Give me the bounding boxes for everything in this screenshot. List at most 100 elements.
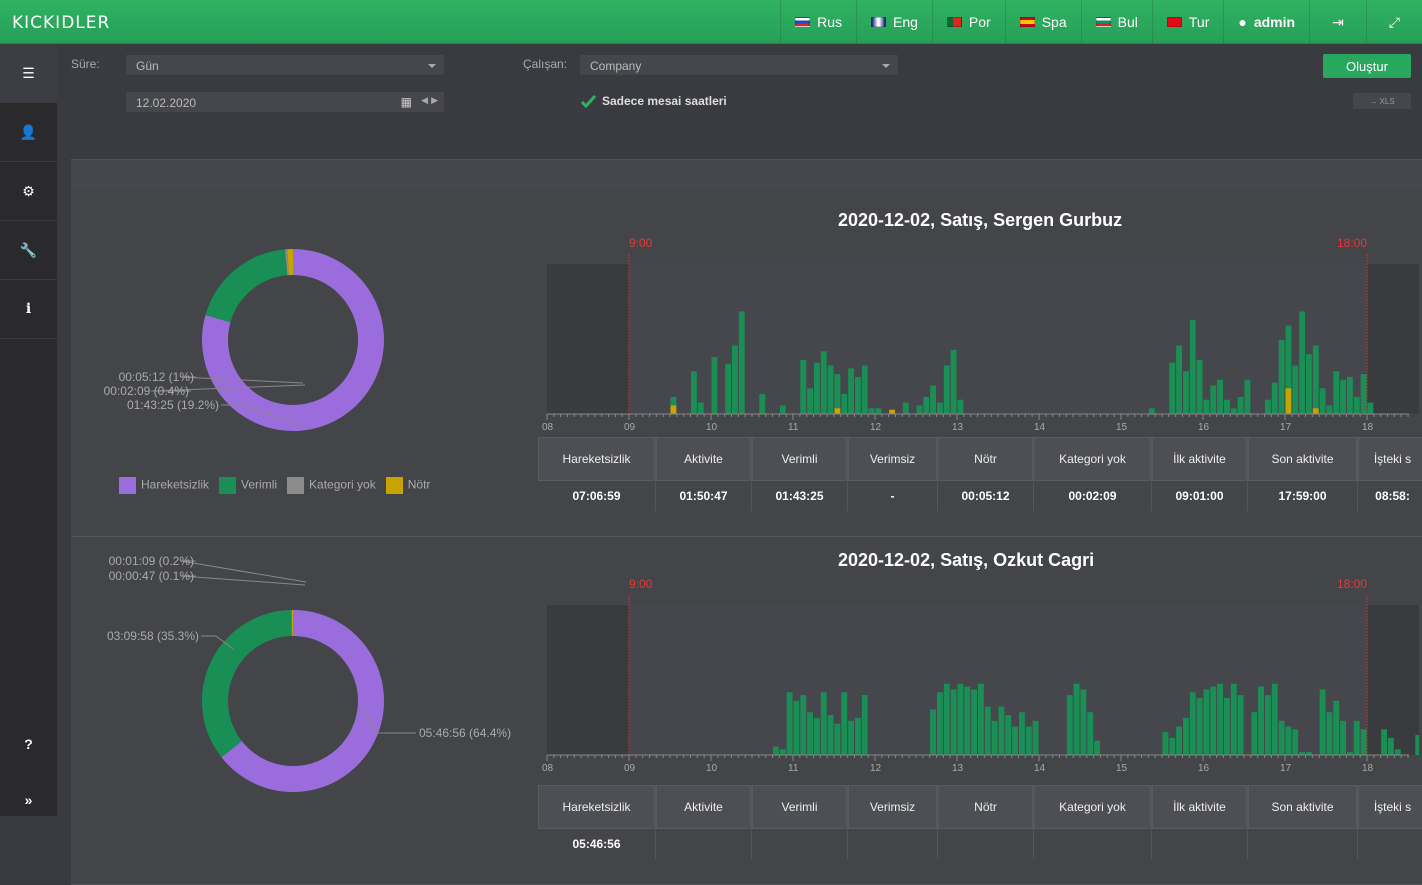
expand-sidebar-button[interactable]: » <box>0 770 57 829</box>
kickidler-logo[interactable]: KICKIDLER <box>12 13 110 33</box>
activity-bar[interactable] <box>1265 400 1271 414</box>
activity-bar[interactable] <box>828 715 834 755</box>
activity-bar[interactable] <box>1231 684 1237 755</box>
activity-bar[interactable] <box>739 311 745 414</box>
activity-bar[interactable] <box>1381 729 1387 755</box>
neutral-bar[interactable] <box>1286 388 1292 414</box>
legend-item[interactable]: Verimli <box>219 477 277 494</box>
activity-bar[interactable] <box>1238 397 1244 414</box>
activity-bar[interactable] <box>807 388 813 414</box>
activity-bar[interactable] <box>951 350 957 414</box>
activity-bar[interactable] <box>937 403 943 414</box>
activity-bar[interactable] <box>1361 729 1367 755</box>
date-input[interactable]: 12.02.2020 ▦ ◀ ▶ <box>125 91 445 113</box>
activity-bar[interactable] <box>1299 311 1305 414</box>
lang-gb-link[interactable]: Eng <box>856 0 932 44</box>
activity-bar[interactable] <box>1087 712 1093 755</box>
activity-bar[interactable] <box>923 397 929 414</box>
activity-bar[interactable] <box>1292 366 1298 414</box>
activity-bar[interactable] <box>1026 727 1032 756</box>
activity-bar[interactable] <box>1176 727 1182 756</box>
activity-bar[interactable] <box>958 684 964 755</box>
activity-bar[interactable] <box>1190 692 1196 755</box>
activity-bar[interactable] <box>1019 712 1025 755</box>
activity-bar[interactable] <box>1094 741 1100 755</box>
activity-bar[interactable] <box>712 357 718 414</box>
legend-item[interactable]: Kategori yok <box>287 477 376 494</box>
activity-bar[interactable] <box>691 371 697 414</box>
activity-bar[interactable] <box>800 695 806 755</box>
sidebar-item-info[interactable]: i <box>0 280 57 339</box>
lang-pt-link[interactable]: Por <box>932 0 1005 44</box>
activity-bar[interactable] <box>1265 695 1271 755</box>
activity-bar[interactable] <box>944 366 950 414</box>
activity-bar[interactable] <box>698 403 704 414</box>
activity-bar[interactable] <box>821 692 827 755</box>
activity-bar[interactable] <box>1238 695 1244 755</box>
create-button[interactable]: Oluştur <box>1323 54 1411 78</box>
activity-bar[interactable] <box>1176 346 1182 414</box>
activity-bar[interactable] <box>1333 701 1339 755</box>
activity-bar[interactable] <box>814 363 820 414</box>
donut-slice[interactable] <box>218 262 286 318</box>
activity-bar[interactable] <box>944 684 950 755</box>
neutral-bar[interactable] <box>835 408 841 414</box>
activity-bar[interactable] <box>1163 732 1169 755</box>
activity-bar[interactable] <box>855 377 861 414</box>
activity-bar[interactable] <box>876 408 882 414</box>
activity-bar[interactable] <box>1327 405 1333 414</box>
activity-bar[interactable] <box>848 721 854 755</box>
activity-bar[interactable] <box>869 408 875 414</box>
activity-bar[interactable] <box>1197 698 1203 755</box>
employee-select[interactable]: Company <box>579 54 899 76</box>
activity-bar[interactable] <box>1074 684 1080 755</box>
activity-bar[interactable] <box>992 721 998 755</box>
logout-button[interactable]: ⇥ <box>1309 0 1366 44</box>
sidebar-item-user[interactable]: 👤 <box>0 103 57 162</box>
activity-bar[interactable] <box>1197 360 1203 414</box>
activity-bar[interactable] <box>841 394 847 414</box>
activity-bar[interactable] <box>1292 729 1298 755</box>
activity-bar[interactable] <box>917 405 923 414</box>
activity-bar[interactable] <box>1217 684 1223 755</box>
activity-bar[interactable] <box>800 360 806 414</box>
activity-bar[interactable] <box>958 400 964 414</box>
activity-bar[interactable] <box>978 684 984 755</box>
activity-bar[interactable] <box>930 386 936 415</box>
activity-bar[interactable] <box>787 692 793 755</box>
activity-bar[interactable] <box>1258 687 1264 755</box>
activity-bar[interactable] <box>1224 400 1230 414</box>
activity-bar[interactable] <box>841 692 847 755</box>
activity-bar[interactable] <box>1033 721 1039 755</box>
activity-bar[interactable] <box>1313 346 1319 414</box>
activity-bar[interactable] <box>937 692 943 755</box>
activity-bar[interactable] <box>1169 738 1175 755</box>
activity-bar[interactable] <box>1204 689 1210 755</box>
activity-bar[interactable] <box>1272 684 1278 755</box>
activity-bar[interactable] <box>1347 377 1353 414</box>
activity-bar[interactable] <box>1231 408 1237 414</box>
activity-bar[interactable] <box>1081 689 1087 755</box>
activity-bar[interactable] <box>862 366 868 414</box>
activity-bar[interactable] <box>1183 371 1189 414</box>
activity-bar[interactable] <box>1183 718 1189 755</box>
sidebar-item-list[interactable]: ☰ <box>0 44 57 103</box>
activity-bar[interactable] <box>1279 340 1285 414</box>
calendar-icon[interactable]: ▦ <box>401 95 412 109</box>
activity-bar[interactable] <box>1415 735 1419 755</box>
activity-bar[interactable] <box>1320 689 1326 755</box>
activity-bar[interactable] <box>971 689 977 755</box>
sidebar-item-wrench[interactable]: 🔧 <box>0 221 57 280</box>
activity-bar[interactable] <box>1210 386 1216 415</box>
activity-bar[interactable] <box>855 718 861 755</box>
activity-bar[interactable] <box>1286 727 1292 756</box>
sidebar-item-gears[interactable]: ⚙ <box>0 162 57 221</box>
activity-bar[interactable] <box>1279 721 1285 755</box>
prev-date-icon[interactable]: ◀ <box>421 95 428 106</box>
lang-es-link[interactable]: Spa <box>1005 0 1081 44</box>
activity-bar[interactable] <box>794 701 800 755</box>
export-xls-button[interactable]: → XLS <box>1353 93 1411 109</box>
activity-bar[interactable] <box>1169 363 1175 414</box>
activity-bar[interactable] <box>1395 749 1401 755</box>
activity-bar[interactable] <box>951 689 957 755</box>
